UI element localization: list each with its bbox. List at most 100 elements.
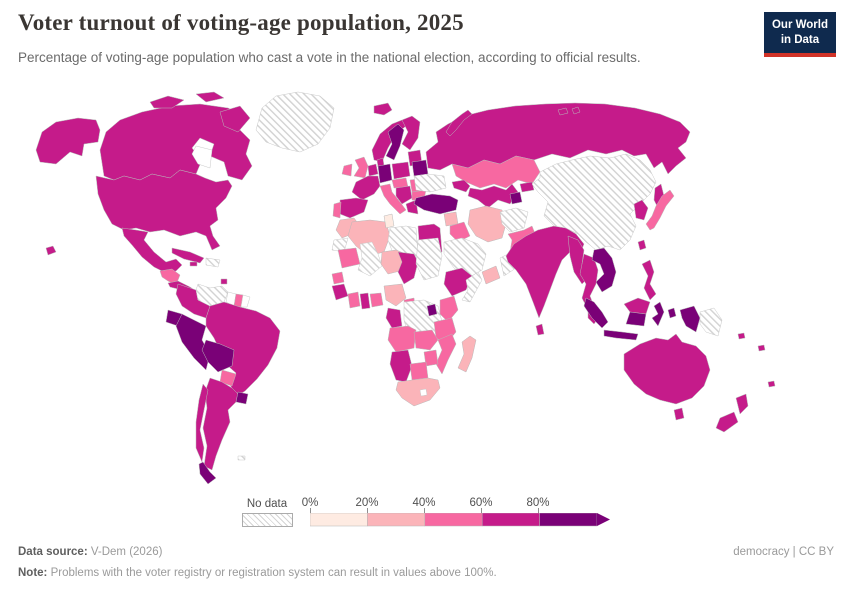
- region-benelux[interactable]: [367, 163, 379, 177]
- country-yemen[interactable]: [481, 265, 501, 285]
- country-mauritania[interactable]: [337, 247, 361, 269]
- island-tasmania[interactable]: [673, 407, 685, 421]
- region-southern-chile[interactable]: [198, 461, 217, 485]
- new-zealand-south-island[interactable]: [715, 411, 739, 433]
- country-south-africa[interactable]: [395, 377, 441, 407]
- island-java[interactable]: [603, 329, 639, 341]
- islands-moluccas[interactable]: [667, 307, 677, 319]
- country-ghana[interactable]: [359, 292, 371, 310]
- country-turkey[interactable]: [413, 193, 459, 215]
- country-portugal[interactable]: [332, 201, 342, 219]
- islands-hawaii[interactable]: [45, 245, 57, 256]
- country-zimbabwe[interactable]: [423, 349, 439, 367]
- country-united-kingdom[interactable]: [353, 156, 369, 179]
- country-kyrgyzstan[interactable]: [519, 181, 535, 193]
- country-senegal[interactable]: [331, 271, 345, 285]
- country-kenya[interactable]: [439, 295, 459, 323]
- country-madagascar[interactable]: [457, 335, 477, 373]
- country-spain[interactable]: [339, 197, 369, 219]
- pacific-island-3[interactable]: [767, 380, 776, 388]
- country-belarus[interactable]: [411, 159, 429, 177]
- country-nigeria[interactable]: [383, 283, 407, 307]
- country-chile[interactable]: [195, 383, 209, 463]
- owid-logo[interactable]: Our World in Data: [763, 12, 836, 57]
- country-paraguay[interactable]: [219, 369, 237, 387]
- country-india[interactable]: [505, 225, 585, 319]
- country-ukraine[interactable]: [413, 173, 447, 193]
- country-saudi-arabia[interactable]: [443, 237, 487, 279]
- legend-bin-0-20[interactable]: [310, 513, 368, 527]
- country-guinea[interactable]: [331, 283, 349, 301]
- canada-arctic-island-1[interactable]: [149, 95, 185, 109]
- country-sri-lanka[interactable]: [535, 323, 545, 336]
- country-australia[interactable]: [623, 333, 711, 405]
- country-germany[interactable]: [377, 163, 393, 184]
- region-borneo-indonesia[interactable]: [625, 311, 647, 327]
- country-afghanistan[interactable]: [499, 207, 529, 233]
- country-zambia[interactable]: [413, 329, 439, 351]
- islands-falkland[interactable]: [237, 455, 246, 461]
- country-ethiopia[interactable]: [443, 267, 473, 297]
- country-botswana[interactable]: [409, 361, 429, 381]
- island-baffin[interactable]: [219, 105, 251, 133]
- country-mali[interactable]: [357, 241, 383, 277]
- country-papua-new-guinea[interactable]: [699, 307, 723, 337]
- country-usa[interactable]: [95, 169, 233, 251]
- country-peru[interactable]: [175, 313, 211, 371]
- country-greenland[interactable]: [255, 91, 335, 153]
- country-argentina[interactable]: [202, 377, 239, 471]
- legend-no-data-swatch[interactable]: [242, 513, 293, 527]
- country-iceland[interactable]: [373, 102, 393, 116]
- country-france[interactable]: [351, 175, 381, 201]
- arctic-island-2[interactable]: [571, 106, 581, 115]
- country-iran[interactable]: [467, 205, 507, 243]
- new-zealand-north-island[interactable]: [735, 393, 749, 415]
- region-gabon-congo[interactable]: [385, 307, 403, 329]
- country-namibia[interactable]: [389, 349, 413, 383]
- country-bolivia[interactable]: [201, 339, 235, 373]
- legend-bin-80-plus[interactable]: [539, 513, 598, 527]
- country-mexico[interactable]: [121, 227, 183, 274]
- region-korea[interactable]: [633, 199, 649, 221]
- legend-bin-40-60[interactable]: [424, 513, 483, 527]
- country-ivory-coast[interactable]: [347, 291, 361, 309]
- pacific-island-2[interactable]: [757, 344, 766, 352]
- region-balkans[interactable]: [395, 185, 413, 205]
- region-alaska[interactable]: [35, 117, 101, 165]
- country-tajikistan[interactable]: [509, 191, 523, 205]
- country-trinidad[interactable]: [220, 278, 228, 285]
- country-sudan[interactable]: [415, 237, 443, 281]
- country-finland[interactable]: [401, 115, 421, 151]
- region-togo-benin[interactable]: [369, 292, 384, 308]
- country-angola[interactable]: [387, 325, 417, 353]
- legend-bin-60-80[interactable]: [481, 513, 540, 527]
- country-poland[interactable]: [391, 161, 411, 180]
- pacific-island-1[interactable]: [737, 332, 746, 340]
- country-chad[interactable]: [397, 251, 419, 285]
- island-novaya-zemlya[interactable]: [445, 109, 473, 137]
- country-philippines[interactable]: [641, 259, 657, 301]
- canada-arctic-island-2[interactable]: [195, 91, 225, 103]
- arctic-island-1[interactable]: [557, 107, 569, 116]
- country-taiwan[interactable]: [637, 239, 647, 251]
- country-japan[interactable]: [645, 189, 675, 231]
- island-hispaniola[interactable]: [205, 257, 221, 268]
- region-french-guiana[interactable]: [240, 294, 251, 308]
- region-vietnam-laos-cambodia[interactable]: [591, 247, 617, 293]
- country-italy[interactable]: [379, 183, 407, 215]
- country-sweden[interactable]: [385, 123, 405, 161]
- license-link[interactable]: democracy | CC BY: [733, 546, 834, 558]
- country-cuba[interactable]: [171, 247, 205, 264]
- country-ireland[interactable]: [341, 163, 353, 177]
- country-tunisia[interactable]: [383, 213, 395, 229]
- country-lesotho[interactable]: [419, 388, 428, 397]
- country-uruguay[interactable]: [235, 391, 249, 405]
- country-uganda[interactable]: [426, 303, 438, 317]
- region-papua-indonesia[interactable]: [679, 305, 701, 333]
- region-china-mongolia[interactable]: [531, 153, 657, 251]
- island-sumatra[interactable]: [583, 297, 609, 329]
- country-jamaica[interactable]: [189, 261, 198, 267]
- legend-bin-20-40[interactable]: [367, 513, 426, 527]
- country-syria[interactable]: [443, 211, 459, 227]
- region-caucasus[interactable]: [451, 179, 471, 193]
